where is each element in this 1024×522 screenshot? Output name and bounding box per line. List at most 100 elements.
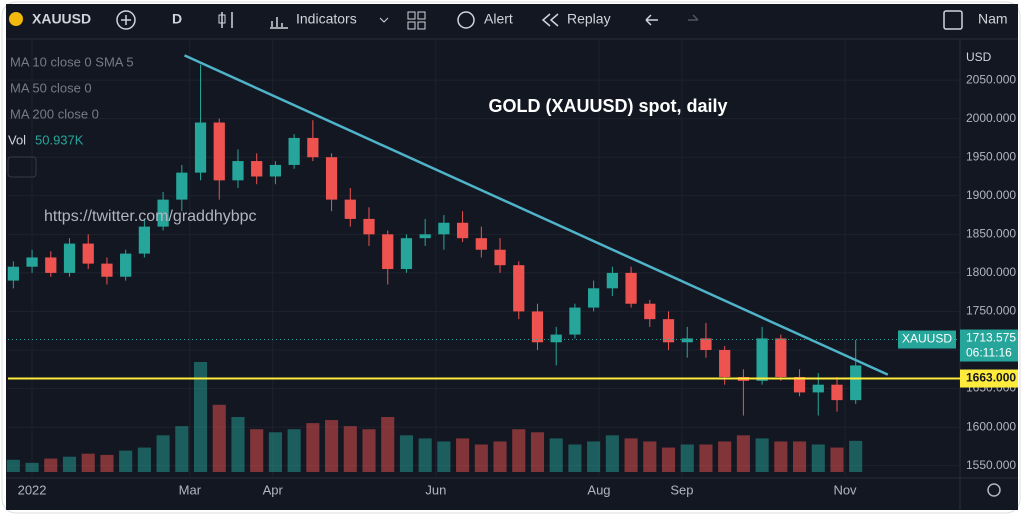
volume-bar xyxy=(624,438,638,472)
candle-body xyxy=(400,238,413,270)
hline-label: 1663.000 xyxy=(966,371,1016,385)
candle-body xyxy=(382,234,394,270)
indicators-button[interactable]: Indicators xyxy=(296,11,357,27)
volume-bar xyxy=(811,444,825,472)
candle-body xyxy=(513,265,525,312)
add-symbol[interactable] xyxy=(116,10,136,30)
candle-body xyxy=(700,338,712,350)
volume-bar xyxy=(137,447,151,472)
volume-bar xyxy=(456,438,470,472)
volume-bar xyxy=(25,462,39,472)
volume-bar xyxy=(100,454,114,472)
volume-bar xyxy=(156,435,170,472)
y-tick-label: 1750.000 xyxy=(966,304,1016,318)
volume-bar xyxy=(474,444,488,472)
dropdown-icon[interactable] xyxy=(379,17,389,23)
x-tick-label: Apr xyxy=(263,482,284,497)
legend-volume-value: 50.937K xyxy=(35,132,84,147)
replay-button[interactable]: Replay xyxy=(567,11,611,27)
volume-bar xyxy=(418,438,432,472)
candle-body xyxy=(756,338,768,381)
symbol[interactable]: XAUUSD xyxy=(32,11,91,27)
candle-body xyxy=(419,234,431,239)
candle-body xyxy=(550,334,562,343)
chart-background xyxy=(6,4,1018,510)
last-price-tag xyxy=(960,329,1018,362)
candle-body xyxy=(63,243,76,273)
candle-body xyxy=(793,376,806,393)
redo[interactable] xyxy=(688,14,699,21)
candle-body xyxy=(812,384,824,393)
volume-bar xyxy=(62,456,77,472)
candle-body xyxy=(288,137,300,165)
legend-ma: MA 200 close 0 xyxy=(10,106,99,121)
candle-body xyxy=(475,238,487,250)
x-tick-label: Jun xyxy=(425,482,446,497)
volume-bar xyxy=(193,362,208,472)
candle-body xyxy=(625,272,637,304)
chart-title: GOLD (XAUUSD) spot, daily xyxy=(488,96,727,116)
symbol-tag-box xyxy=(898,330,956,349)
volume-bar xyxy=(774,441,788,472)
volume-bar xyxy=(830,447,844,472)
volume-bar xyxy=(81,453,95,472)
indicators-icon xyxy=(270,17,288,29)
currency: USD xyxy=(966,50,992,64)
volume-bar xyxy=(437,441,451,472)
candle-body xyxy=(569,307,581,335)
candle-body xyxy=(344,199,356,219)
undo[interactable] xyxy=(645,14,658,26)
candle-body xyxy=(719,349,731,377)
volume-bar xyxy=(343,426,357,472)
replay-icon xyxy=(541,13,559,27)
volume-bar xyxy=(6,459,20,472)
volume-bar xyxy=(212,404,226,472)
y-tick-label: 2000.000 xyxy=(966,111,1016,125)
volume-bar xyxy=(605,435,619,472)
layout-checkbox[interactable] xyxy=(943,10,963,30)
volume-bar xyxy=(568,444,582,472)
candle-body xyxy=(325,157,338,200)
x-tick-label: Sep xyxy=(670,482,693,497)
candle-body xyxy=(363,218,375,235)
alert-button[interactable]: Alert xyxy=(484,11,513,27)
collapse-legend[interactable] xyxy=(7,156,37,178)
volume-bar xyxy=(549,438,563,472)
candle-body xyxy=(251,161,263,177)
legend-ma: MA 10 close 0 SMA 5 xyxy=(10,54,134,69)
candle-body xyxy=(606,272,618,289)
y-tick-label: 2050.000 xyxy=(966,72,1016,86)
legend-volume: Vol xyxy=(8,132,26,147)
candle-body xyxy=(494,249,506,266)
candle-body xyxy=(681,338,693,343)
add-icon xyxy=(121,15,131,25)
interval[interactable]: D xyxy=(172,11,182,27)
volume-bar xyxy=(399,435,414,472)
volume-bar xyxy=(530,432,545,472)
volume-bar xyxy=(231,417,245,472)
candle-body xyxy=(26,257,38,267)
candle-body xyxy=(588,288,600,308)
volume-bar xyxy=(736,435,750,472)
volume-bar xyxy=(680,444,694,472)
volume-bar xyxy=(493,441,507,472)
symbol-tag: XAUUSD xyxy=(902,332,952,346)
x-tick-label: Aug xyxy=(587,482,610,497)
candle-body xyxy=(120,253,132,277)
candle-body xyxy=(101,263,113,277)
candle-body xyxy=(531,311,544,343)
volume-bar xyxy=(755,438,769,472)
candle-body xyxy=(138,226,150,254)
candle-body xyxy=(7,266,19,281)
layout-name[interactable]: Nam xyxy=(978,11,1008,27)
x-tick-label: Nov xyxy=(833,482,857,497)
trendline xyxy=(183,54,889,376)
candle-body xyxy=(82,243,94,264)
countdown: 06:11:16 xyxy=(966,346,1012,360)
candle-body xyxy=(438,222,450,235)
y-tick-label: 1550.000 xyxy=(966,458,1016,472)
layout-icon[interactable] xyxy=(407,11,426,30)
y-tick-label: 1800.000 xyxy=(966,265,1016,279)
settings[interactable] xyxy=(987,483,1001,497)
